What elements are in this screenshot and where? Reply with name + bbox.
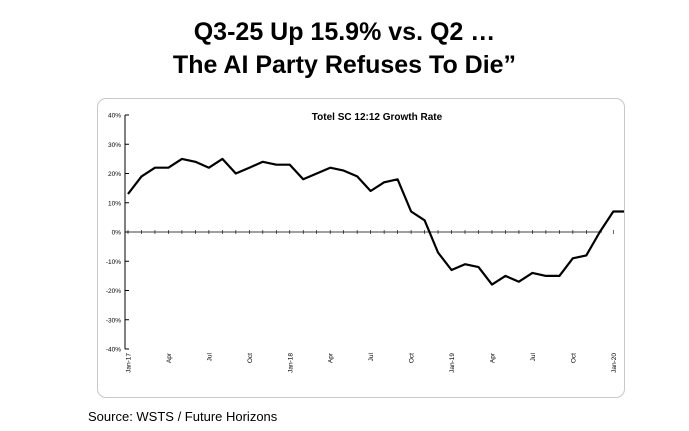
x-tick-label: Jul xyxy=(530,352,537,361)
x-tick-label: Apr xyxy=(489,352,496,363)
chart-panel: Totel SC 12:12 Growth Rate 40% 30% 20% 10% 0… xyxy=(97,98,625,398)
y-tick-label: 20% xyxy=(108,171,121,178)
y-tick-label: -10% xyxy=(106,259,121,266)
x-tick-label: Oct xyxy=(570,353,577,363)
x-tick-label: Jan-18 xyxy=(287,353,294,373)
source-note: Source: WSTS / Future Horizons xyxy=(88,409,278,424)
y-tick-label: -30% xyxy=(106,317,121,324)
y-tick-label: 0% xyxy=(112,230,122,237)
x-tick-label: Oct xyxy=(247,353,254,363)
x-tick-label: Jan-19 xyxy=(449,353,456,373)
y-tick-label: 30% xyxy=(108,142,121,149)
y-tick-label: -40% xyxy=(106,347,121,354)
x-tick-label: Jul xyxy=(206,352,213,361)
x-tick-label: Jan-17 xyxy=(126,353,133,373)
x-tick-label: Jul xyxy=(368,352,375,361)
x-tick-group: Jan-17 Apr Jul Oct Jan-18 Apr Jul Oct Jan-19 Apr J… xyxy=(126,230,618,373)
growth-rate-chart: Totel SC 12:12 Growth Rate 40% 30% 20% 10% 0… xyxy=(106,112,624,373)
x-tick-label: Oct xyxy=(409,353,416,363)
x-tick-label: Apr xyxy=(166,352,173,363)
growth-rate-line xyxy=(127,157,624,286)
slide-title-line2: The AI Party Refuses To Die” xyxy=(172,51,517,79)
x-tick-label: Apr xyxy=(328,352,335,363)
slide-title-line1: Q3-25 Up 15.9% vs. Q2 … xyxy=(193,18,496,46)
y-tick-label: -20% xyxy=(106,288,121,295)
chart-title: Totel SC 12:12 Growth Rate xyxy=(312,112,443,123)
x-tick-label: Jan-20 xyxy=(611,353,618,373)
y-tick-label: 10% xyxy=(108,200,121,207)
y-tick-label: 40% xyxy=(108,113,121,120)
y-tick-group: 40% 30% 20% 10% 0% -10% -20% -30% -40% xyxy=(106,113,129,354)
